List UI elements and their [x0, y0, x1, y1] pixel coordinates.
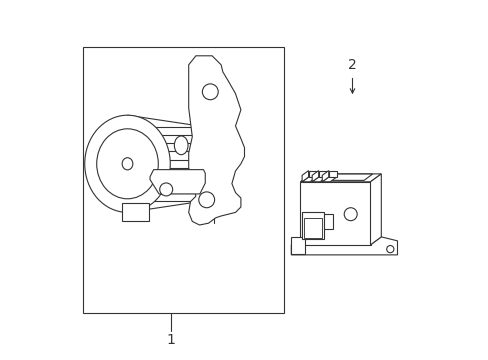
- Circle shape: [386, 246, 393, 253]
- Bar: [302, 212, 323, 239]
- Circle shape: [344, 208, 356, 221]
- Bar: [291, 237, 305, 254]
- Ellipse shape: [84, 115, 170, 212]
- Bar: [82, 47, 284, 313]
- Polygon shape: [322, 177, 336, 182]
- Bar: [300, 182, 370, 245]
- Polygon shape: [150, 170, 205, 194]
- Bar: [323, 214, 332, 229]
- Ellipse shape: [122, 158, 133, 170]
- Polygon shape: [370, 174, 381, 245]
- Circle shape: [202, 84, 218, 100]
- Circle shape: [199, 192, 214, 208]
- Polygon shape: [308, 171, 316, 177]
- Polygon shape: [306, 174, 372, 180]
- Ellipse shape: [200, 127, 210, 201]
- Polygon shape: [302, 177, 316, 182]
- Polygon shape: [322, 171, 328, 182]
- Text: 1: 1: [166, 333, 175, 347]
- Ellipse shape: [97, 129, 158, 199]
- Text: 2: 2: [347, 58, 356, 72]
- Polygon shape: [300, 174, 381, 182]
- Polygon shape: [311, 171, 318, 182]
- Circle shape: [160, 183, 172, 196]
- Polygon shape: [188, 56, 244, 225]
- Polygon shape: [318, 171, 326, 177]
- Bar: [122, 203, 149, 221]
- Ellipse shape: [174, 136, 188, 155]
- Polygon shape: [302, 171, 308, 182]
- Polygon shape: [328, 171, 336, 177]
- Polygon shape: [311, 177, 326, 182]
- Polygon shape: [291, 237, 397, 255]
- Bar: [303, 218, 321, 238]
